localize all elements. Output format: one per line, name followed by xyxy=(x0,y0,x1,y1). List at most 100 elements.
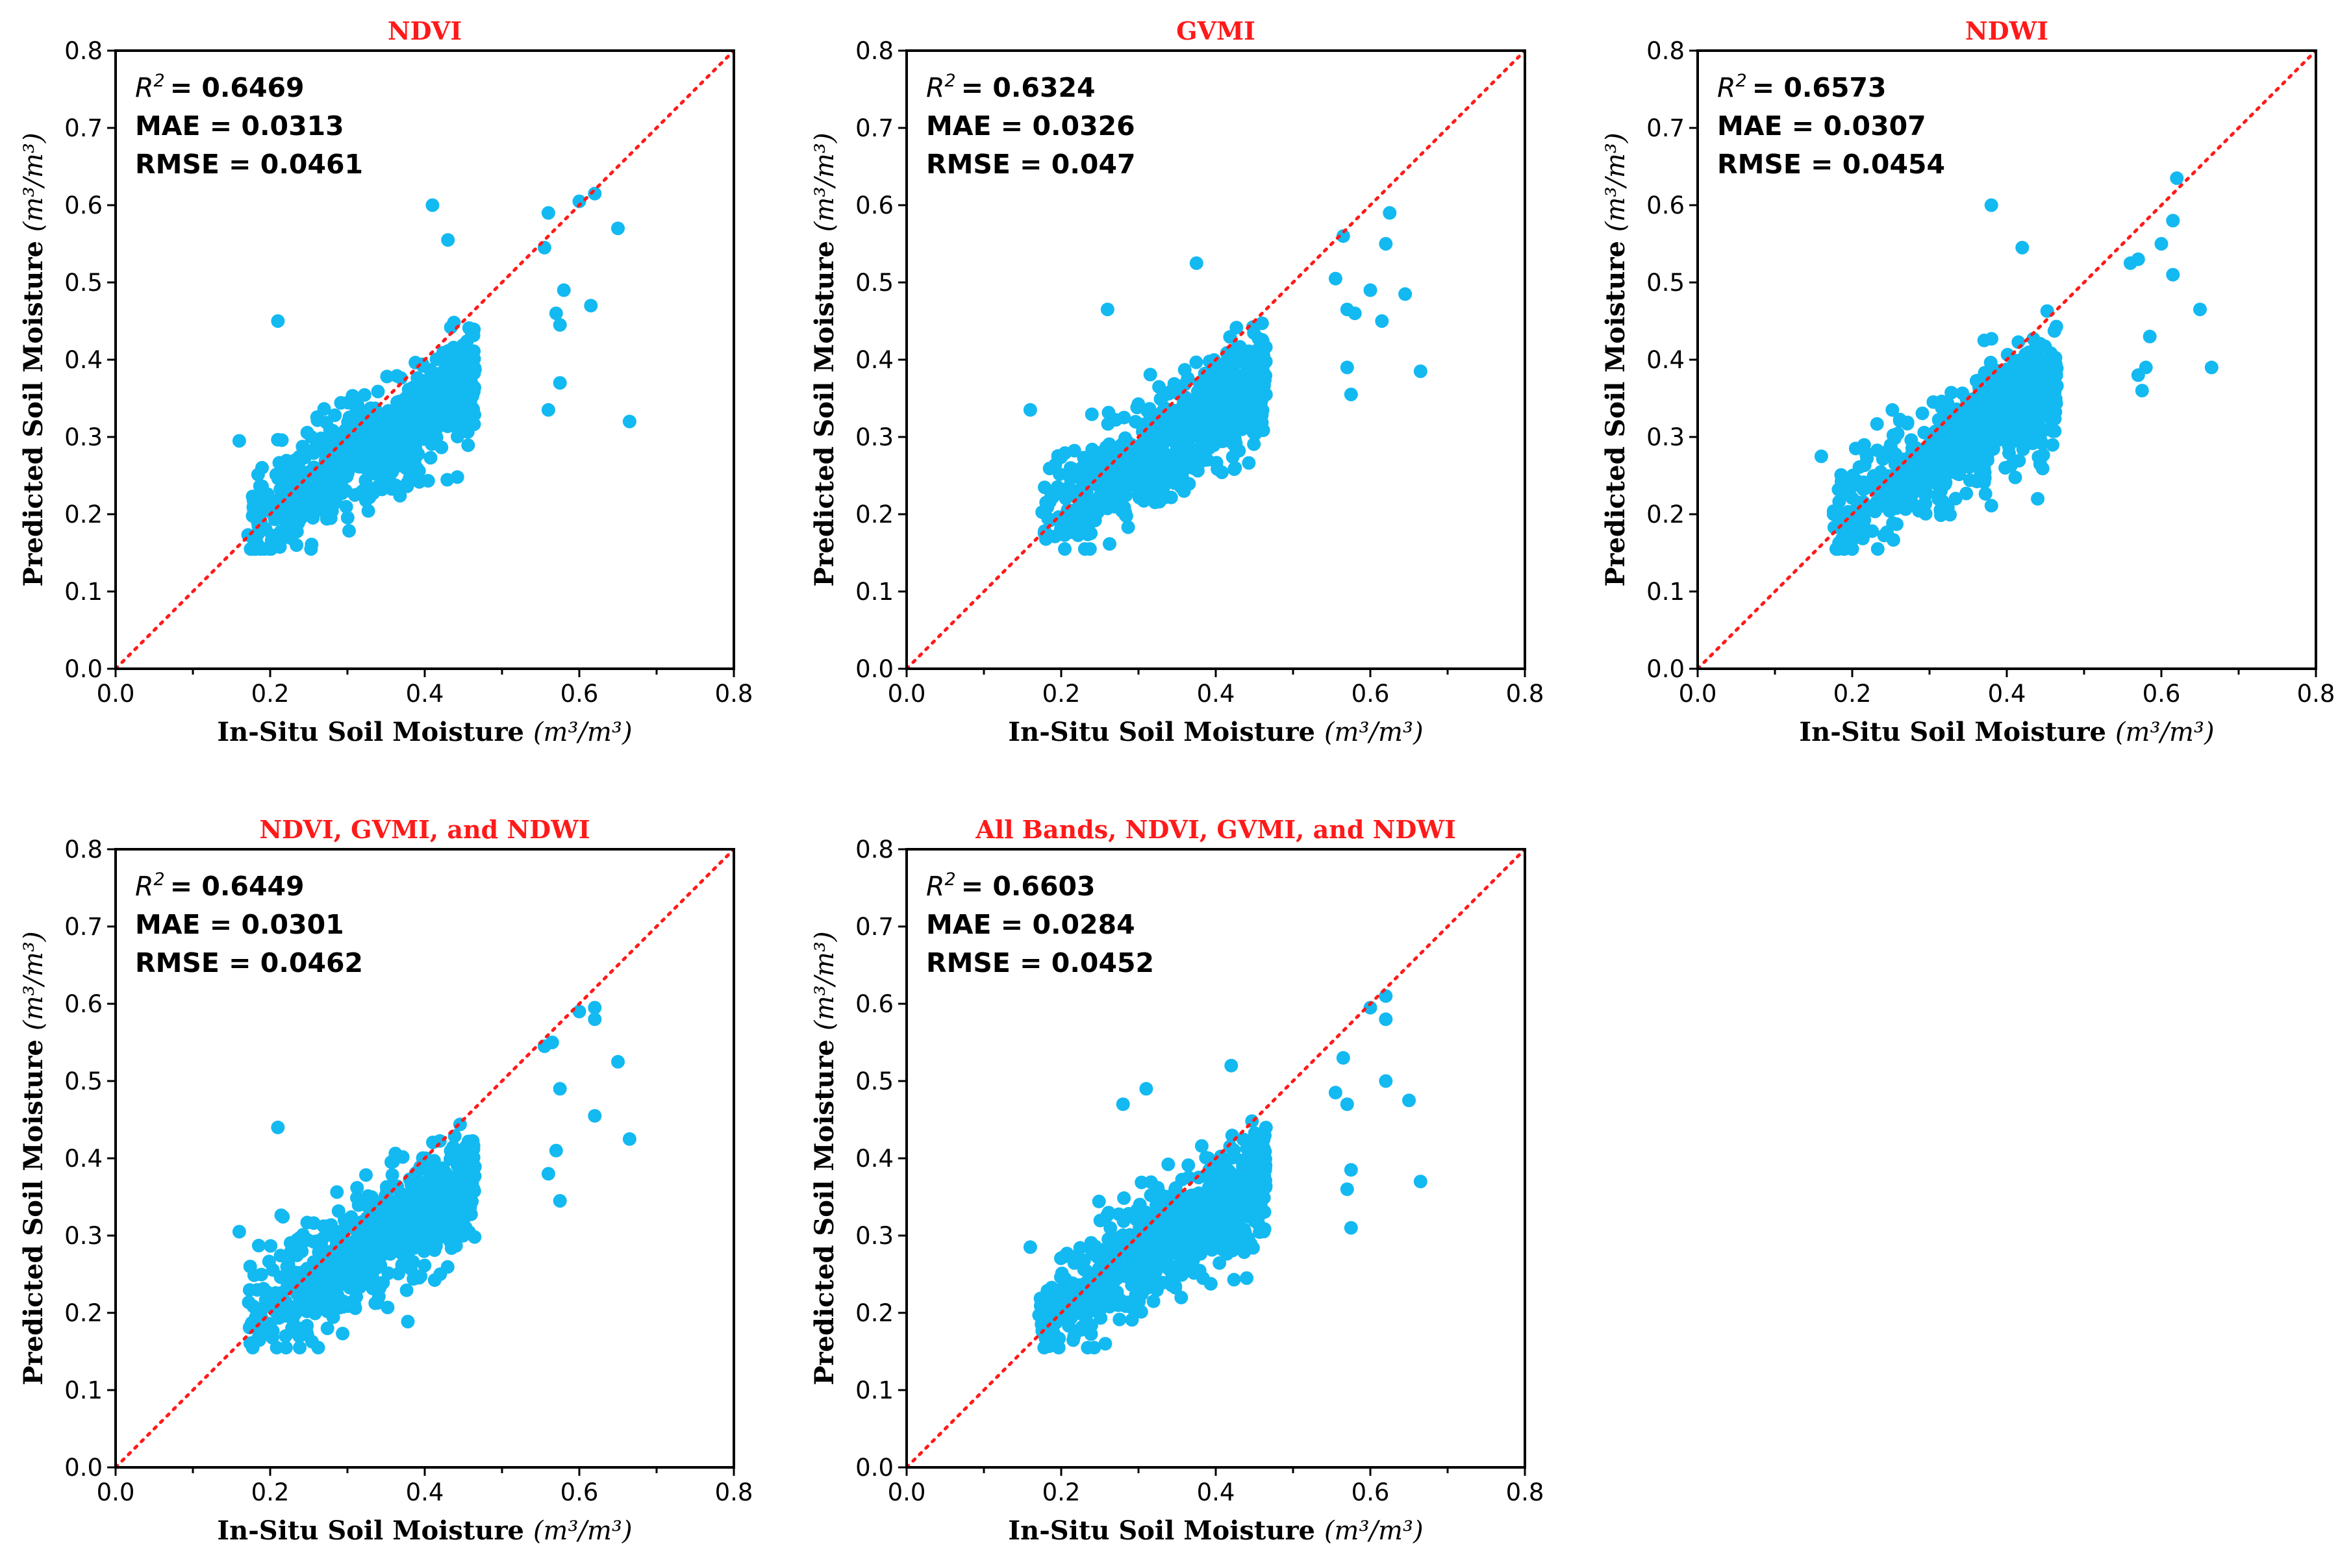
data-point xyxy=(1919,479,1933,493)
data-point xyxy=(1898,471,1913,485)
x-tick-label: 0.6 xyxy=(560,1478,599,1506)
plot-area xyxy=(1698,51,2316,669)
data-point xyxy=(1179,461,1193,475)
x-axis-label: In-Situ Soil Moisture (m³/m³) xyxy=(1008,1515,1423,1546)
data-point xyxy=(271,1120,285,1134)
data-point xyxy=(1181,1158,1196,1173)
data-point xyxy=(1084,1327,1098,1341)
data-point xyxy=(323,1298,338,1312)
data-point xyxy=(1980,424,1994,438)
data-point xyxy=(1118,1267,1132,1282)
data-point xyxy=(2143,329,2157,343)
data-point xyxy=(247,504,261,518)
mae-annotation: MAE = 0.0307 xyxy=(1717,110,1926,142)
data-point xyxy=(260,1285,275,1299)
data-point xyxy=(1885,503,1898,517)
data-point xyxy=(251,1238,266,1252)
data-point xyxy=(1413,1175,1427,1189)
data-point xyxy=(1023,1240,1037,1254)
data-point xyxy=(1336,1051,1350,1065)
data-point xyxy=(306,443,320,457)
data-point xyxy=(549,306,563,321)
data-point xyxy=(1146,1294,1161,1308)
data-point xyxy=(400,423,414,438)
data-point xyxy=(588,1012,602,1027)
data-point xyxy=(305,538,319,552)
data-point xyxy=(2015,240,2030,255)
data-point xyxy=(308,1304,322,1319)
data-point xyxy=(622,414,636,429)
data-point xyxy=(1159,1196,1173,1210)
plot-area xyxy=(907,849,1525,1467)
data-point xyxy=(415,1202,429,1217)
data-point xyxy=(1200,408,1214,421)
data-point xyxy=(2048,381,2063,395)
data-point xyxy=(1935,434,1950,449)
x-axis-label: In-Situ Soil Moisture (m³/m³) xyxy=(1799,717,2214,747)
data-point xyxy=(290,1232,305,1247)
data-point xyxy=(349,1289,364,1304)
data-point xyxy=(611,221,625,236)
data-point xyxy=(1213,1256,1227,1270)
data-point xyxy=(381,1300,395,1315)
data-point xyxy=(1129,415,1142,429)
data-point xyxy=(1153,1247,1167,1261)
data-point xyxy=(1328,1086,1342,1100)
data-point xyxy=(1121,443,1135,457)
data-point xyxy=(1941,501,1955,515)
data-point xyxy=(318,1228,333,1242)
y-tick-label: 0.2 xyxy=(855,1299,894,1327)
data-point xyxy=(1841,509,1855,523)
data-point xyxy=(1187,1188,1201,1202)
data-point xyxy=(1163,385,1177,399)
data-point xyxy=(245,1336,260,1350)
data-point xyxy=(2022,362,2036,376)
data-point xyxy=(243,1260,257,1274)
data-point xyxy=(1138,1258,1153,1273)
chart-panel-3: 0.00.0 0.1 0.2 0.2 0.3 0.4 0.4 0.5 0.6 0.6 0.7 0.8 0… xyxy=(1600,16,2335,747)
y-tick-label: 0.8 xyxy=(64,37,103,65)
data-point xyxy=(2004,377,2018,392)
data-point xyxy=(330,1185,344,1199)
data-point xyxy=(423,451,438,465)
data-point xyxy=(588,186,602,201)
data-point xyxy=(1078,1276,1092,1291)
data-point xyxy=(1950,466,1965,480)
data-point xyxy=(371,384,385,399)
y-tick-label: 0.1 xyxy=(64,1376,103,1404)
data-point xyxy=(441,233,455,247)
data-point xyxy=(1088,1296,1103,1310)
data-point xyxy=(2035,379,2049,393)
data-point xyxy=(1111,491,1125,505)
x-axis-label: In-Situ Soil Moisture (m³/m³) xyxy=(1008,717,1423,747)
data-point xyxy=(341,1275,355,1289)
y-tick-label: 0.8 xyxy=(1646,37,1685,65)
y-tick-label: 0.3 xyxy=(64,423,103,451)
data-point xyxy=(368,1296,383,1310)
data-point xyxy=(2193,303,2207,317)
data-point xyxy=(466,329,481,343)
data-point xyxy=(1897,490,1911,504)
data-point xyxy=(2026,436,2040,450)
x-tick-label: 0.8 xyxy=(715,1478,753,1506)
data-point xyxy=(1363,283,1377,297)
data-point xyxy=(1917,425,1931,440)
data-point xyxy=(443,1234,457,1249)
x-tick-label: 0.6 xyxy=(560,680,599,708)
data-point xyxy=(1340,360,1354,375)
data-point xyxy=(1140,476,1155,490)
data-point xyxy=(1051,449,1065,463)
data-point xyxy=(1413,364,1427,379)
y-tick-label: 0.6 xyxy=(855,192,894,219)
x-tick-label: 0.2 xyxy=(1833,680,1872,708)
x-tick-label: 0.6 xyxy=(2143,680,2181,708)
data-point xyxy=(2005,410,2019,424)
data-point xyxy=(384,1195,399,1208)
data-point xyxy=(273,482,288,497)
data-point xyxy=(2046,438,2059,452)
data-point xyxy=(323,423,337,437)
y-tick-label: 0.3 xyxy=(855,1222,894,1250)
data-point xyxy=(393,489,407,503)
data-point xyxy=(1156,488,1170,503)
data-point xyxy=(1113,1232,1127,1247)
